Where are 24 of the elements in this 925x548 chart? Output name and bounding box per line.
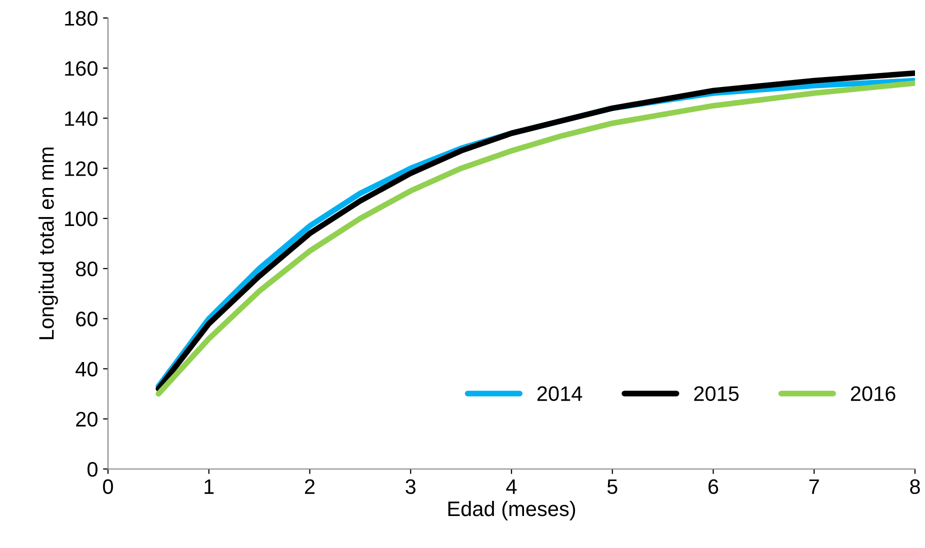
- x-tick-label: 7: [809, 479, 819, 494]
- x-tick-label: 4: [506, 479, 517, 494]
- x-tick-label: 5: [607, 479, 618, 494]
- legend-label: 2014: [537, 386, 582, 402]
- y-tick-label: 20: [76, 412, 98, 427]
- y-tick-label: 160: [65, 61, 98, 76]
- y-tick-label: 40: [76, 362, 98, 377]
- y-tick-label: 60: [76, 312, 98, 326]
- x-tick-label: 3: [406, 479, 416, 494]
- y-tick-label: 100: [65, 211, 98, 226]
- x-tick-label: 8: [910, 479, 920, 494]
- x-tick-label: 2: [305, 479, 314, 494]
- legend-label: 2016: [850, 386, 896, 402]
- y-tick-label: 120: [65, 161, 98, 176]
- y-axis-title: Longitud total en mm: [38, 148, 58, 340]
- x-axis-title: Edad (meses): [448, 500, 576, 520]
- y-tick-label: 180: [65, 11, 98, 26]
- legend-label: 2015: [694, 386, 739, 402]
- y-tick-label: 140: [65, 111, 98, 126]
- y-tick-label: 80: [76, 262, 98, 276]
- x-tick-label: 0: [103, 479, 113, 494]
- y-tick-label: 0: [88, 462, 98, 477]
- x-tick-label: 1: [204, 479, 214, 494]
- x-tick-label: 6: [708, 479, 718, 494]
